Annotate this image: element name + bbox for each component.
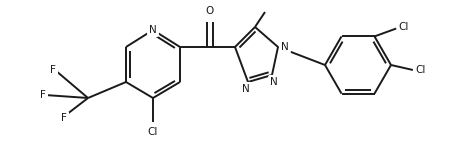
Text: N: N: [242, 84, 250, 94]
Text: F: F: [61, 113, 67, 123]
Text: F: F: [50, 65, 56, 75]
Text: Cl: Cl: [415, 65, 425, 75]
Text: N: N: [270, 77, 278, 87]
Text: O: O: [206, 6, 214, 16]
Text: Cl: Cl: [148, 127, 158, 137]
Text: N: N: [149, 25, 157, 35]
Text: N: N: [281, 42, 289, 52]
Text: F: F: [40, 90, 46, 100]
Text: Cl: Cl: [399, 22, 409, 32]
